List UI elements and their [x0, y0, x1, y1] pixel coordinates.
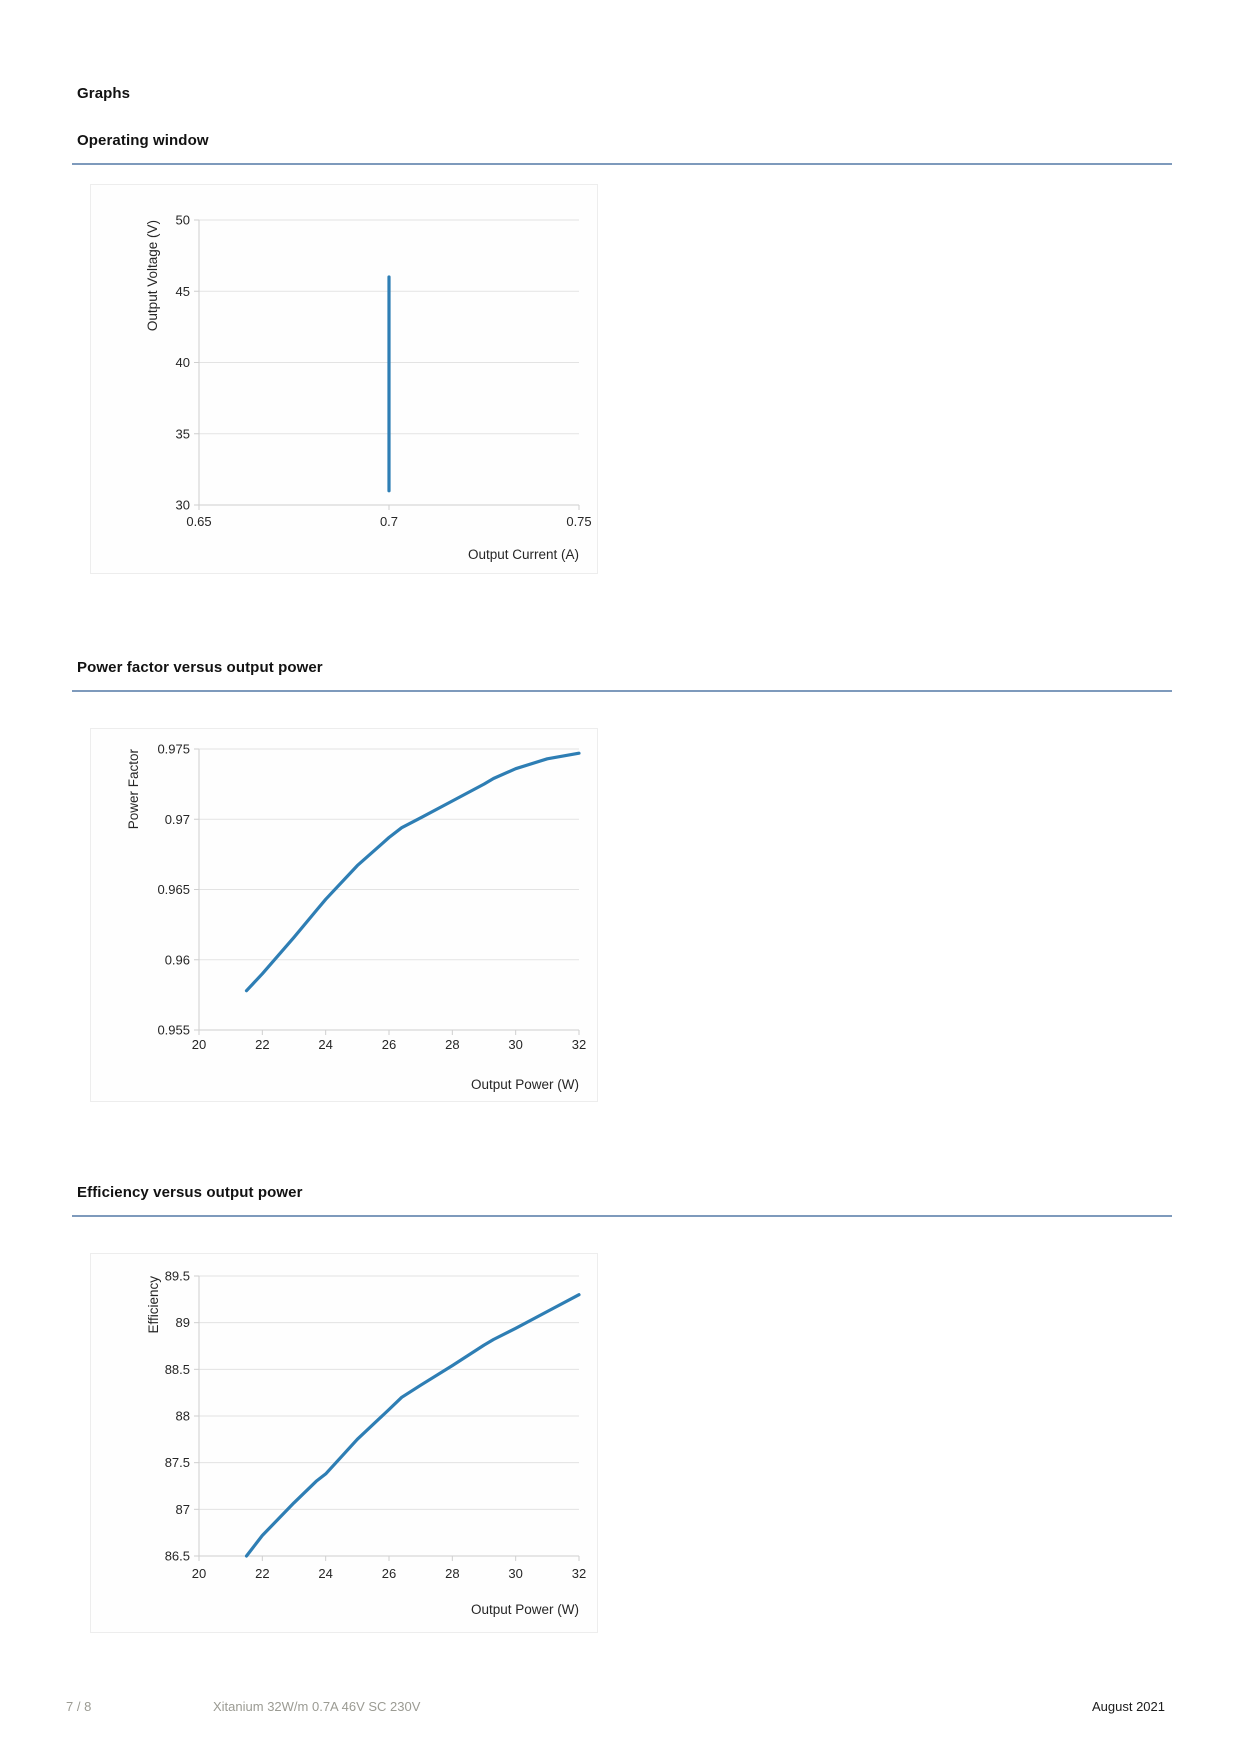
y-tick-label: 45 — [176, 284, 190, 299]
x-tick-label: 32 — [572, 1037, 586, 1052]
x-tick-label: 32 — [572, 1566, 586, 1581]
footer-product-name: Xitanium 32W/m 0.7A 46V SC 230V — [213, 1699, 421, 1714]
x-axis-label: Output Power (W) — [471, 1602, 579, 1617]
chart-title-efficiency: Efficiency versus output power — [77, 1184, 303, 1201]
x-axis-label: Output Power (W) — [471, 1077, 579, 1092]
y-axis-label: Power Factor — [126, 749, 141, 830]
chart-power-factor: 0.955 0.96 0.965 0.97 0.975 20 22 24 26 28 30 32 Pow… — [90, 728, 598, 1102]
page-title: Graphs — [77, 85, 131, 102]
y-tick-label: 40 — [176, 355, 190, 370]
y-tick-label: 89 — [176, 1315, 190, 1330]
data-line — [244, 1293, 581, 1558]
x-tick-label: 28 — [445, 1037, 459, 1052]
x-tick-label: 28 — [445, 1566, 459, 1581]
y-tick-label: 89.5 — [165, 1269, 190, 1284]
heading-rule — [72, 690, 1172, 692]
operating-window-plot: 30 35 40 45 50 0.65 0.7 0.75 Output Voltage (V) O… — [145, 213, 592, 563]
x-tick-label: 22 — [255, 1566, 269, 1581]
y-tick-label: 35 — [176, 426, 190, 441]
y-tick-label: 87.5 — [165, 1455, 190, 1470]
chart-efficiency: 86.5 87 87.5 88 88.5 89 89.5 20 22 24 26 28 30 32 Effi… — [90, 1253, 598, 1633]
x-tick-label: 26 — [382, 1566, 396, 1581]
data-line — [244, 751, 581, 993]
x-tick-label: 0.7 — [380, 514, 398, 529]
footer-page-number: 7 / 8 — [66, 1699, 92, 1714]
heading-rule — [72, 163, 1172, 165]
x-tick-label: 20 — [192, 1566, 206, 1581]
chart-title-operating-window: Operating window — [77, 132, 209, 149]
y-tick-label: 50 — [176, 213, 190, 228]
chart-operating-window: 30 35 40 45 50 0.65 0.7 0.75 Output Voltage (V) O… — [90, 184, 598, 574]
y-tick-label: 0.955 — [157, 1023, 190, 1038]
x-tick-label: 0.65 — [186, 514, 211, 529]
x-tick-label: 26 — [382, 1037, 396, 1052]
y-tick-label: 0.96 — [165, 952, 190, 967]
x-tick-label: 30 — [508, 1566, 522, 1581]
y-tick-label: 0.965 — [157, 882, 190, 897]
y-axis-label: Efficiency — [146, 1276, 161, 1334]
y-tick-label: 88.5 — [165, 1362, 190, 1377]
heading-rule — [72, 1215, 1172, 1217]
x-tick-label: 22 — [255, 1037, 269, 1052]
x-axis-label: Output Current (A) — [468, 547, 579, 562]
chart-title-power-factor: Power factor versus output power — [77, 659, 323, 676]
y-tick-label: 0.975 — [157, 742, 190, 757]
y-tick-label: 86.5 — [165, 1549, 190, 1564]
y-tick-label: 0.97 — [165, 812, 190, 827]
footer-date: August 2021 — [1091, 1699, 1165, 1714]
power-factor-plot: 0.955 0.96 0.965 0.97 0.975 20 22 24 26 28 30 32 Pow… — [126, 742, 586, 1093]
y-axis-label: Output Voltage (V) — [145, 220, 160, 331]
y-tick-label: 88 — [176, 1409, 190, 1424]
x-tick-label: 30 — [508, 1037, 522, 1052]
y-tick-label: 30 — [176, 498, 190, 513]
y-tick-label: 87 — [176, 1502, 190, 1517]
x-tick-label: 24 — [318, 1037, 332, 1052]
x-tick-label: 20 — [192, 1037, 206, 1052]
x-tick-label: 24 — [318, 1566, 332, 1581]
efficiency-plot: 86.5 87 87.5 88 88.5 89 89.5 20 22 24 26 28 30 32 Effi… — [146, 1269, 586, 1618]
x-tick-label: 0.75 — [566, 514, 591, 529]
